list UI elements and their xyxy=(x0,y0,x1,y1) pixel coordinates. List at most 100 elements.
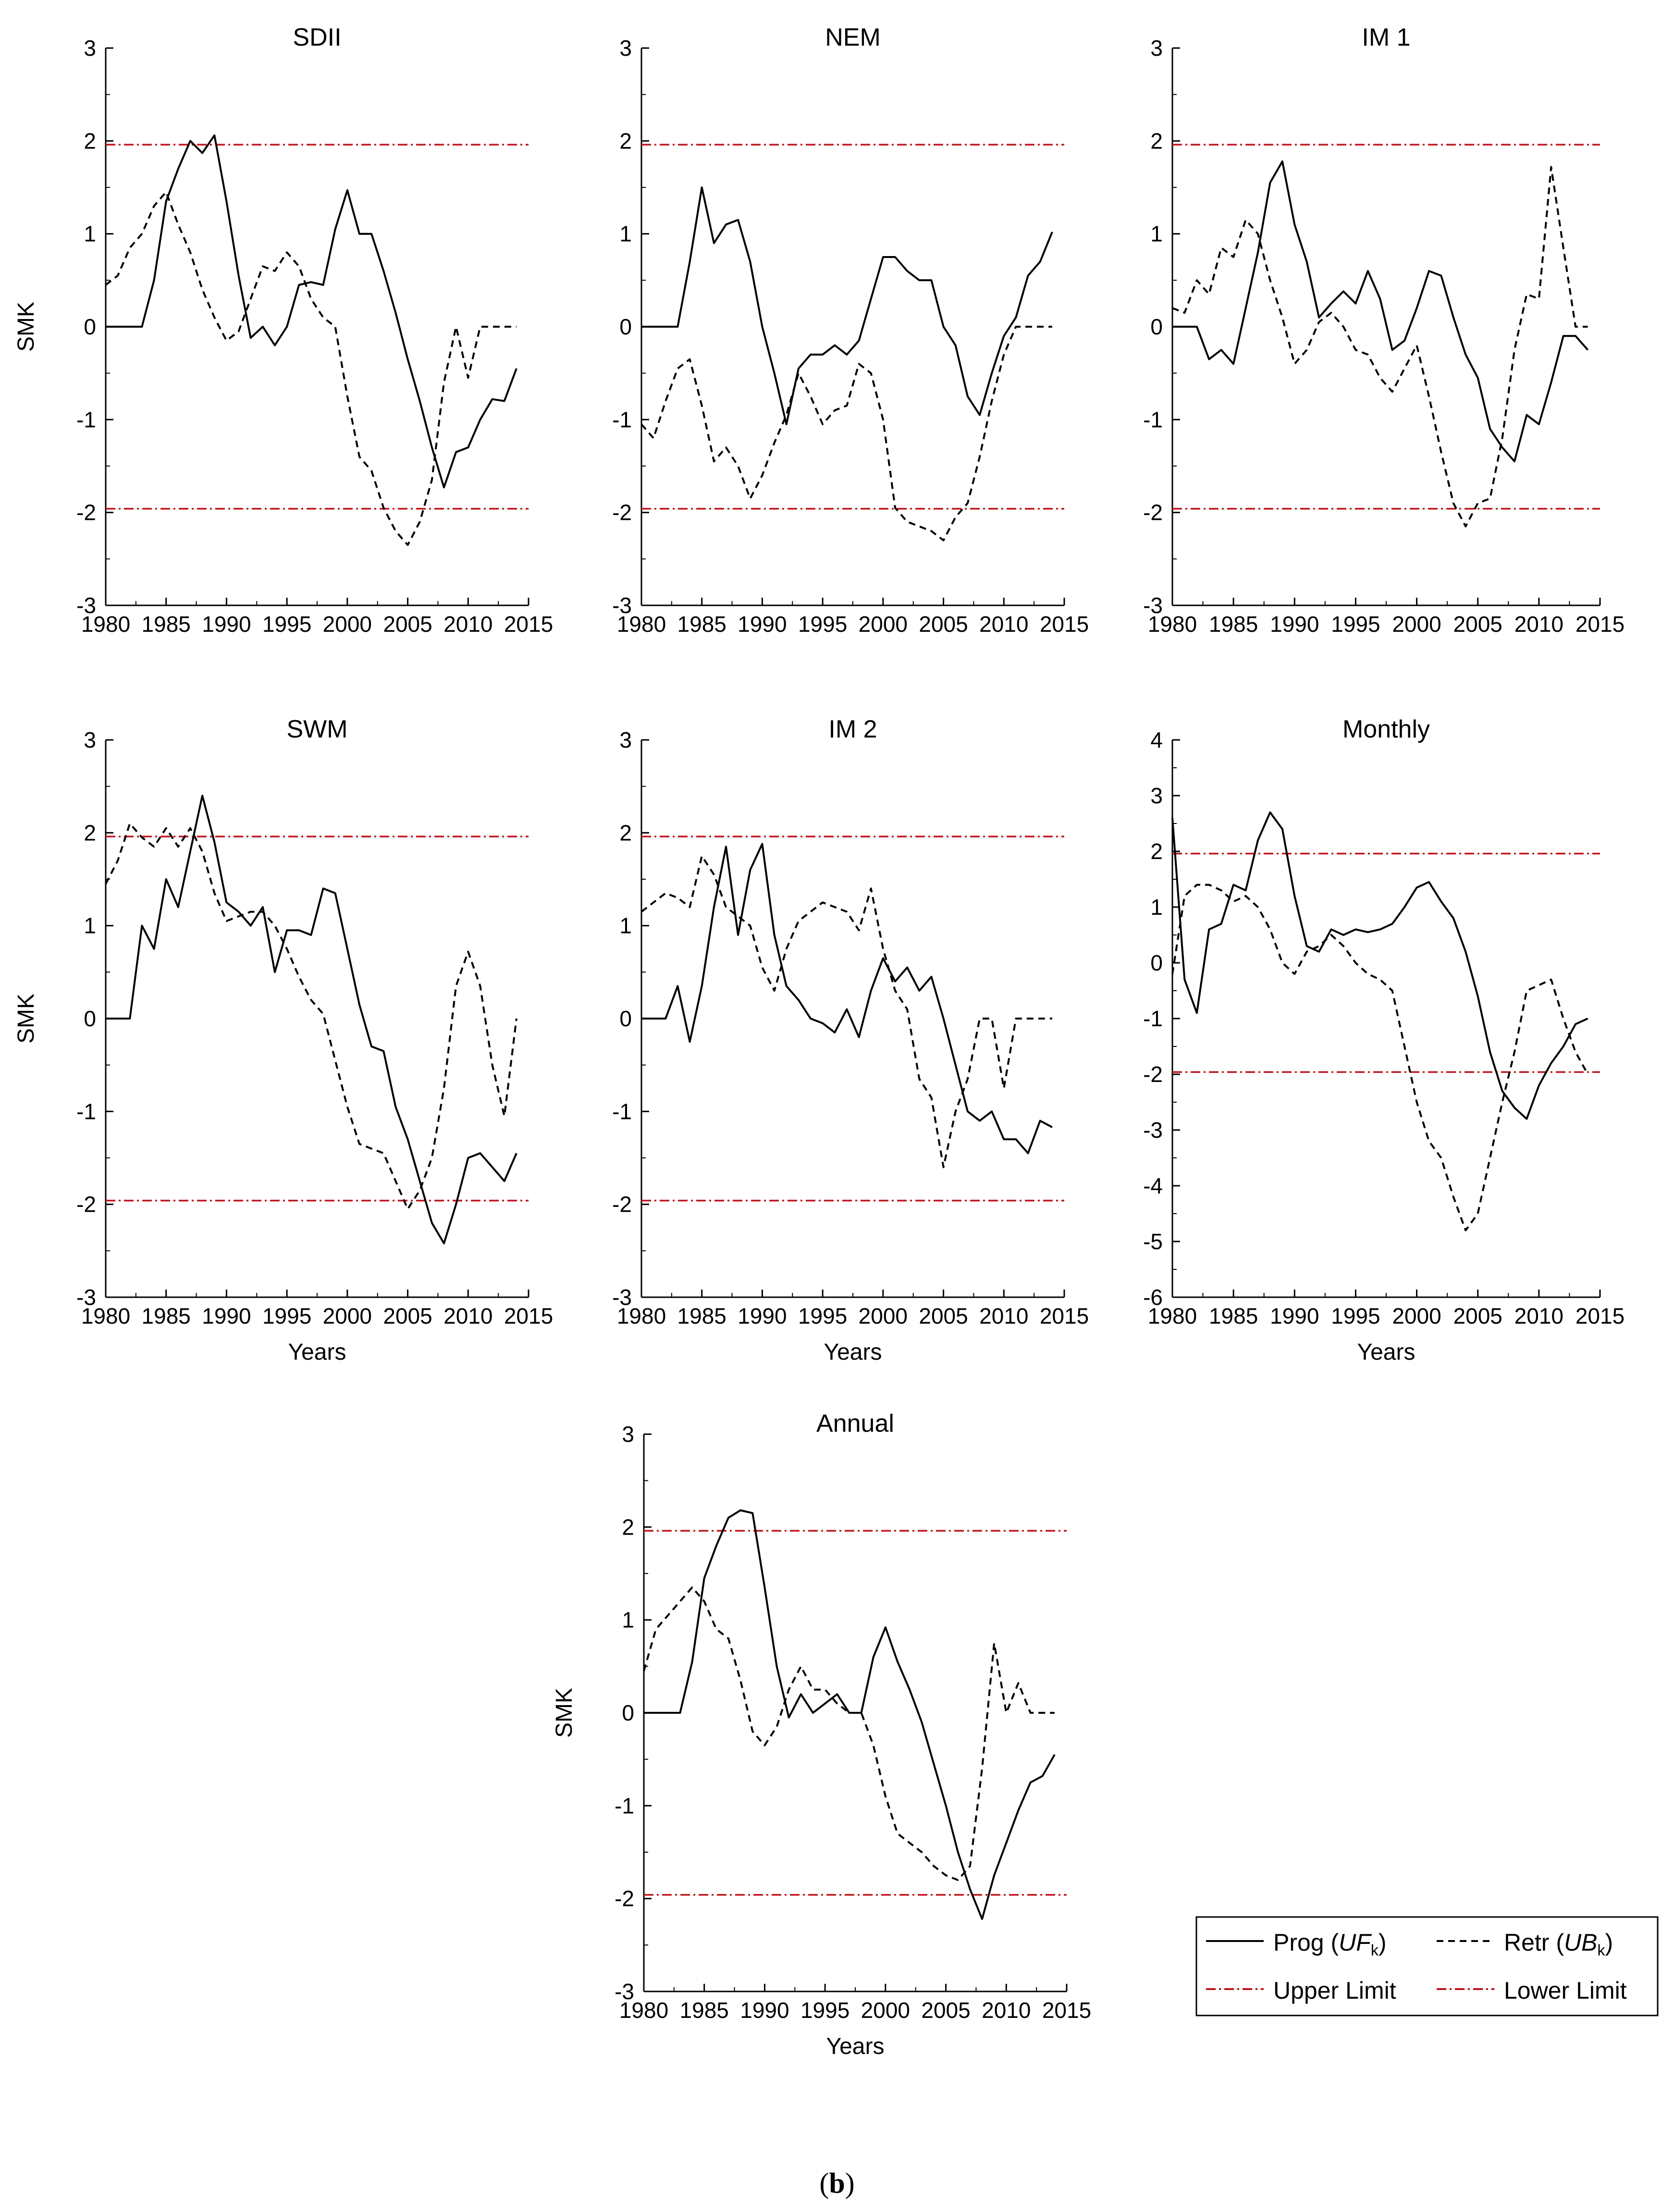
nem-y-tick-label: 1 xyxy=(619,221,632,246)
monthly-x-tick-label: 1980 xyxy=(1148,1303,1197,1328)
annual-title: Annual xyxy=(816,1410,894,1438)
legend-frame xyxy=(1195,1916,1659,2016)
nem-x-tick-label: 2005 xyxy=(919,612,968,637)
sdii-y-tick-label: 2 xyxy=(84,128,96,153)
swm-y-tick-label: 3 xyxy=(84,727,96,752)
nem-retr-series-line xyxy=(640,326,1052,541)
swm-x-tick-label: 2010 xyxy=(443,1303,492,1328)
im2-x-tick-label: 1995 xyxy=(798,1303,847,1328)
swm-y-tick-label: 0 xyxy=(84,1006,96,1031)
im1-y-tick-label: -3 xyxy=(1143,593,1163,618)
sdii-title: SDII xyxy=(293,24,341,51)
legend-retr-label: Retr (UBk) xyxy=(1504,1929,1613,1959)
swm-x-tick-label: 1990 xyxy=(202,1303,251,1328)
sdii-y-tick-label: 0 xyxy=(84,314,96,339)
chart-panel-im2: -3 -2 -1 0 1 2 3 1980 1985 1990 1995 2000 2005 2010 20… xyxy=(612,715,1089,1365)
nem-y-tick-label: -2 xyxy=(612,500,632,525)
chart-panel-swm: -3 -2 -1 0 1 2 3 1980 1985 1990 1995 2000 2005 2010 20… xyxy=(13,715,553,1365)
sdii-x-tick-label: 1990 xyxy=(202,612,251,637)
im1-x-tick-label: 1980 xyxy=(1148,612,1197,637)
monthly-y-tick-label: 3 xyxy=(1150,783,1163,808)
legend-lower-label: Lower Limit xyxy=(1504,1977,1627,2004)
sdii-x-tick-label: 2005 xyxy=(383,612,432,637)
im2-y-tick-label: 1 xyxy=(619,913,632,938)
monthly-x-tick-label: 2005 xyxy=(1453,1303,1502,1328)
im2-x-tick-label: 1990 xyxy=(738,1303,787,1328)
nem-y-tick-label: 3 xyxy=(619,36,632,61)
swm-x-tick-label: 2000 xyxy=(323,1303,372,1328)
sdii-x-tick-label: 1985 xyxy=(142,612,191,637)
monthly-x-tick-label: 1985 xyxy=(1209,1303,1258,1328)
nem-x-tick-label: 2010 xyxy=(979,612,1028,637)
im1-x-tick-label: 2010 xyxy=(1514,612,1563,637)
im2-x-tick-label: 2000 xyxy=(859,1303,908,1328)
annual-retr-series-line xyxy=(643,1586,1055,1881)
swm-x-tick-label: 2015 xyxy=(504,1303,553,1328)
nem-title: NEM xyxy=(825,24,881,51)
annual-y-tick-label: 2 xyxy=(622,1514,634,1539)
nem-x-tick-label: 1995 xyxy=(798,612,847,637)
monthly-y-tick-label: 0 xyxy=(1150,950,1163,975)
figure-caption: (b) xyxy=(819,2167,855,2199)
monthly-y-tick-label: -3 xyxy=(1143,1118,1163,1143)
im2-y-tick-label: -3 xyxy=(612,1285,632,1310)
monthly-y-tick-label: -2 xyxy=(1143,1062,1163,1087)
sdii-y-tick-label: 3 xyxy=(84,36,96,61)
im1-x-tick-label: 2000 xyxy=(1392,612,1441,637)
annual-x-tick-label: 1995 xyxy=(800,1998,849,2023)
annual-x-tick-label: 1990 xyxy=(740,1998,789,2023)
swm-x-tick-label: 1980 xyxy=(81,1303,130,1328)
monthly-y-tick-label: 4 xyxy=(1150,727,1163,752)
sdii-prog-series-line xyxy=(106,134,517,489)
swm-x-tick-label: 2005 xyxy=(383,1303,432,1328)
sdii-y-tick-label: -2 xyxy=(76,500,96,525)
annual-y-axis-label: SMK xyxy=(552,1688,577,1738)
legend-prog-label: Prog (UFk) xyxy=(1273,1929,1386,1959)
figure-label: b xyxy=(829,2167,845,2199)
sdii-x-tick-label: 2000 xyxy=(323,612,372,637)
chart-panel-im1: -3 -2 -1 0 1 2 3 1980 1985 1990 1995 2000 2005 2010 20… xyxy=(1143,24,1625,637)
monthly-x-tick-label: 2010 xyxy=(1514,1303,1563,1328)
annual-y-tick-label: 1 xyxy=(622,1608,634,1633)
annual-x-tick-label: 2000 xyxy=(861,1998,910,2023)
monthly-retr-series-line xyxy=(1171,884,1589,1231)
monthly-y-tick-label: -6 xyxy=(1143,1285,1163,1310)
sdii-x-tick-label: 2010 xyxy=(443,612,492,637)
nem-y-tick-label: -1 xyxy=(612,407,632,432)
chart-legend: Prog (UFk) Retr (UBk) Upper Limit Lower … xyxy=(1195,1916,1659,2016)
swm-y-tick-label: 2 xyxy=(84,820,96,845)
im1-title: IM 1 xyxy=(1362,24,1410,51)
im1-y-tick-label: 2 xyxy=(1150,128,1163,153)
im2-y-tick-label: 0 xyxy=(619,1006,632,1031)
monthly-x-tick-label: 1990 xyxy=(1270,1303,1319,1328)
annual-prog-series-line xyxy=(644,1509,1056,1920)
legend-upper-label: Upper Limit xyxy=(1273,1977,1396,2004)
im1-y-tick-label: 3 xyxy=(1150,36,1163,61)
monthly-x-tick-label: 2015 xyxy=(1576,1303,1625,1328)
monthly-y-tick-label: 2 xyxy=(1150,839,1163,864)
im2-prog-series-line xyxy=(641,843,1053,1155)
swm-x-axis-label: Years xyxy=(288,1339,346,1365)
sdii-x-tick-label: 1995 xyxy=(262,612,311,637)
swm-y-tick-label: -3 xyxy=(76,1285,96,1310)
im1-x-tick-label: 2005 xyxy=(1453,612,1502,637)
monthly-title: Monthly xyxy=(1342,715,1430,743)
annual-y-tick-label: -1 xyxy=(615,1793,634,1818)
annual-y-tick-label: -3 xyxy=(615,1979,634,2004)
swm-y-tick-label: 1 xyxy=(84,913,96,938)
im1-y-tick-label: 0 xyxy=(1150,314,1163,339)
im1-x-tick-label: 1995 xyxy=(1331,612,1380,637)
swm-y-tick-label: -2 xyxy=(76,1192,96,1217)
annual-x-tick-label: 2010 xyxy=(982,1998,1031,2023)
swm-title: SWM xyxy=(286,715,347,743)
monthly-y-tick-label: -4 xyxy=(1143,1173,1163,1198)
nem-y-tick-label: 2 xyxy=(619,128,632,153)
annual-x-axis-label: Years xyxy=(826,2034,885,2059)
im1-y-tick-label: -2 xyxy=(1143,500,1163,525)
sdii-y-tick-label: -1 xyxy=(76,407,96,432)
swm-y-axis-label: SMK xyxy=(13,994,39,1044)
monthly-y-tick-label: -5 xyxy=(1143,1229,1163,1254)
im2-y-tick-label: -1 xyxy=(612,1099,632,1124)
swm-prog-series-line xyxy=(106,795,517,1244)
